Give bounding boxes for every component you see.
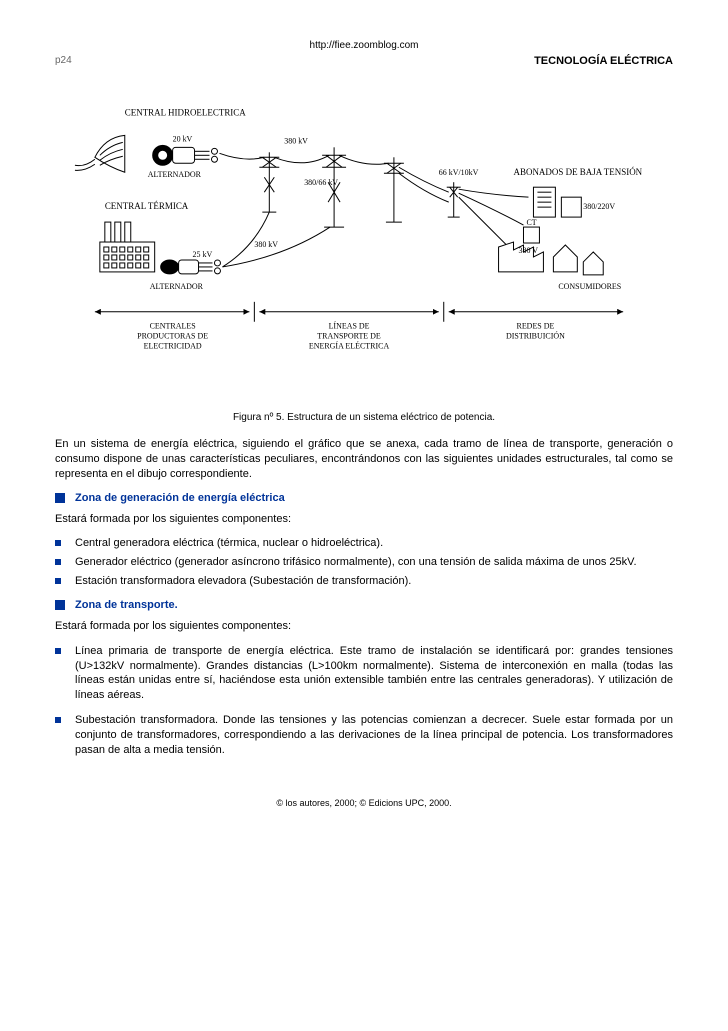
square-bullet-icon bbox=[55, 600, 65, 610]
list-item: Estación transformadora elevadora (Subes… bbox=[55, 574, 673, 589]
axis2-l3: ENERGÍA ELÉCTRICA bbox=[309, 341, 390, 351]
label-66kv: 66 kV/10kV bbox=[439, 168, 479, 177]
square-bullet-icon bbox=[55, 493, 65, 503]
list-item: Subestación transformadora. Donde las te… bbox=[55, 713, 673, 758]
axis1-l3: ELECTRICIDAD bbox=[144, 342, 202, 351]
intro-paragraph: En un sistema de energía eléctrica, sigu… bbox=[55, 437, 673, 482]
label-ct: CT bbox=[526, 218, 536, 227]
source-url: http://fiee.zoomblog.com bbox=[55, 40, 673, 51]
figure-caption: Figura nº 5. Estructura de un sistema el… bbox=[55, 412, 673, 423]
section-title-transport: Zona de transporte. bbox=[75, 599, 178, 611]
label-alternador1: ALTERNADOR bbox=[148, 170, 202, 179]
label-380v: 380 V bbox=[519, 246, 539, 255]
sec1-list: Central generadora eléctrica (térmica, n… bbox=[55, 536, 673, 589]
axis2-l2: TRANSPORTE DE bbox=[317, 332, 381, 341]
list-item: Generador eléctrico (generador asíncrono… bbox=[55, 555, 673, 570]
label-20kv: 20 kV bbox=[173, 134, 193, 143]
sec1-intro: Estará formada por los siguientes compon… bbox=[55, 512, 673, 527]
axis1-l2: PRODUCTORAS DE bbox=[137, 332, 208, 341]
label-380kv-2: 380 kV bbox=[254, 240, 278, 249]
section-title-generation: Zona de generación de energía eléctrica bbox=[75, 492, 285, 504]
list-item: Línea primaria de transporte de energía … bbox=[55, 644, 673, 703]
label-termica: CENTRAL TÉRMICA bbox=[105, 201, 189, 211]
axis3-l1: REDES DE bbox=[517, 322, 555, 331]
label-380kv-1: 380 kV bbox=[284, 136, 308, 145]
axis1-l1: CENTRALES bbox=[150, 322, 196, 331]
label-consumidores: CONSUMIDORES bbox=[558, 282, 621, 291]
page-header: p24 TECNOLOGÍA ELÉCTRICA bbox=[55, 55, 673, 67]
label-380-220: 380/220V bbox=[583, 202, 615, 211]
label-25kv: 25 kV bbox=[193, 250, 213, 259]
document-title: TECNOLOGÍA ELÉCTRICA bbox=[534, 55, 673, 67]
page-number: p24 bbox=[55, 55, 72, 67]
axis2-l1: LÍNEAS DE bbox=[329, 321, 370, 331]
list-item: Central generadora eléctrica (térmica, n… bbox=[55, 536, 673, 551]
label-hidro: CENTRAL HIDROELECTRICA bbox=[125, 107, 247, 117]
section-heading-transport: Zona de transporte. bbox=[55, 599, 673, 611]
figure-diagram: CENTRAL HIDROELECTRICA bbox=[55, 97, 673, 402]
label-alternador2: ALTERNADOR bbox=[150, 282, 204, 291]
section-heading-generation: Zona de generación de energía eléctrica bbox=[55, 492, 673, 504]
sec2-list: Línea primaria de transporte de energía … bbox=[55, 644, 673, 758]
label-38066: 380/66 kV bbox=[304, 178, 338, 187]
axis3-l2: DISTRIBUICIÓN bbox=[506, 331, 565, 341]
sec2-intro: Estará formada por los siguientes compon… bbox=[55, 619, 673, 634]
power-system-diagram: CENTRAL HIDROELECTRICA bbox=[55, 97, 673, 397]
copyright-footer: © los autores, 2000; © Edicions UPC, 200… bbox=[55, 798, 673, 808]
label-abonados: ABONADOS DE BAJA TENSIÓN bbox=[514, 167, 643, 177]
